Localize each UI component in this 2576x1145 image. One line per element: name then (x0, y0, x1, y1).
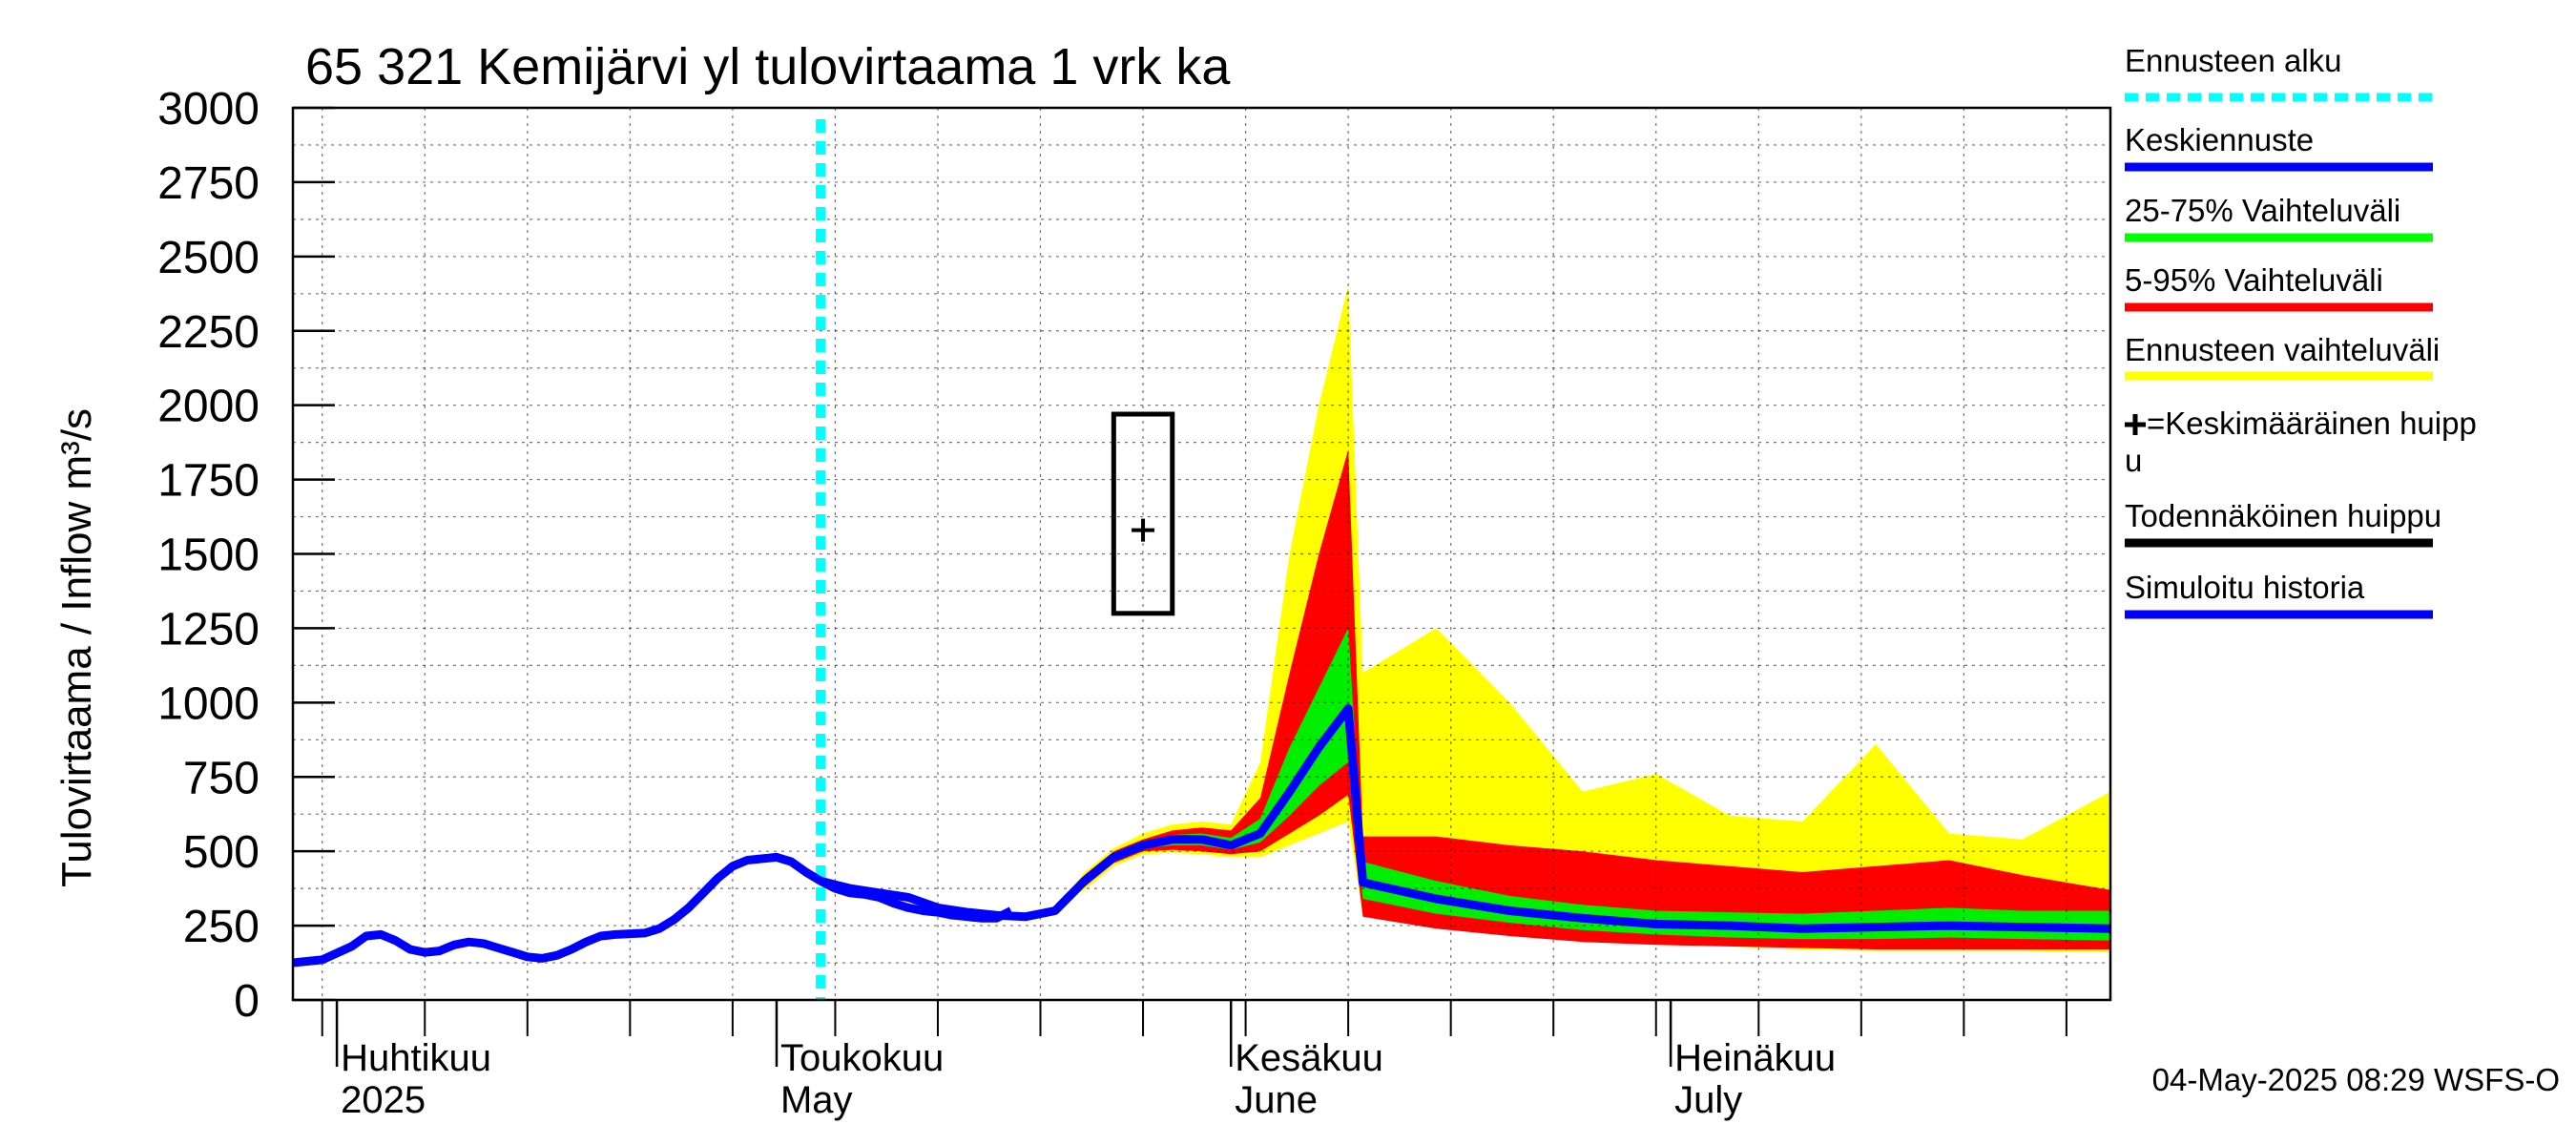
legend-label: Ennusteen vaihteluväli (2125, 332, 2440, 367)
y-tick-label: 0 (234, 976, 260, 1027)
chart-title: 65 321 Kemijärvi yl tulovirtaama 1 vrk k… (305, 38, 1231, 95)
y-tick-labels: 0 250 500 750 1000 1250 1500 1750 2000 2250 2500 27… (157, 84, 335, 1027)
x-month-label: Toukokuu (780, 1037, 944, 1079)
y-tick-label: 2750 (157, 158, 260, 209)
legend-label: Ennusteen alku (2125, 43, 2342, 78)
legend: Ennusteen alku Keskiennuste 25-75% Vaihtel… (2125, 43, 2477, 619)
grid (293, 108, 2110, 1000)
x-month-label: Kesäkuu (1235, 1037, 1383, 1079)
y-axis-label: Tulovirtaama / Inflow m³/s (53, 408, 100, 887)
legend-label: 25-75% Vaihteluväli (2125, 193, 2400, 228)
y-tick-label: 2500 (157, 233, 260, 283)
x-month-sublabel: 2025 (341, 1079, 426, 1121)
y-tick-label: 1500 (157, 531, 260, 581)
band-5-95 (821, 449, 2110, 949)
y-tick-label: 500 (183, 827, 260, 878)
mean-forecast-line (819, 704, 2111, 933)
legend-label: =Keskimääräinen huipp (2147, 406, 2477, 441)
y-tick-label: 2250 (157, 307, 260, 358)
forecast-bands (821, 286, 2110, 953)
timestamp-footer: 04-May-2025 08:29 WSFS-O (2152, 1062, 2560, 1097)
legend-label: 5-95% Vaihteluväli (2125, 262, 2383, 298)
x-month-label: Huhtikuu (341, 1037, 491, 1079)
legend-label: Simuloitu historia (2125, 570, 2365, 605)
y-tick-label: 1750 (157, 456, 260, 507)
y-tick-label: 1250 (157, 604, 260, 655)
x-month-sublabel: July (1674, 1079, 1742, 1121)
band-25-75 (821, 628, 2110, 941)
y-tick-label: 2000 (157, 382, 260, 432)
y-tick-label: 250 (183, 902, 260, 952)
history-line (292, 852, 1013, 968)
mean-peak-marker (1132, 518, 1155, 542)
probable-peak-box (1111, 411, 1175, 616)
legend-label-cont: u (2125, 443, 2142, 478)
x-month-label: Heinäkuu (1674, 1037, 1836, 1079)
y-tick-label: 1000 (157, 678, 260, 729)
legend-label: Todennäköinen huippu (2125, 498, 2441, 533)
x-month-sublabel: May (780, 1079, 853, 1121)
x-month-sublabel: June (1235, 1079, 1318, 1121)
y-tick-label: 750 (183, 753, 260, 803)
legend-label: Keskiennuste (2125, 122, 2314, 157)
y-tick-label: 3000 (157, 84, 260, 135)
legend-plus-icon (2125, 414, 2146, 435)
series-lines (292, 119, 2111, 1000)
